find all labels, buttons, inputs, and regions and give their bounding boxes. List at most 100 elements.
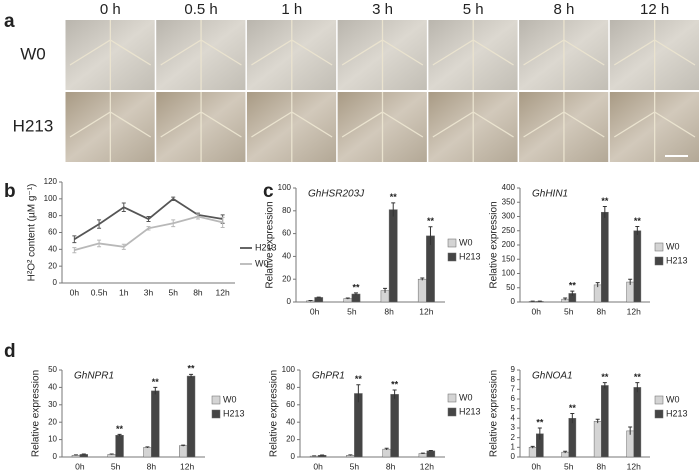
- y-tick-label: 250: [502, 226, 516, 235]
- y-tick-label: 0: [53, 278, 58, 287]
- error-bar: [595, 282, 600, 288]
- x-tick-label: 0.5h: [91, 287, 108, 297]
- error-bar: [537, 427, 542, 440]
- x-tick-label: 12h: [419, 306, 433, 316]
- legend-label: W0: [459, 237, 473, 247]
- bar: [626, 281, 634, 303]
- error-bar: [97, 219, 102, 229]
- error-bar: [602, 382, 607, 389]
- x-tick-label: 5h: [564, 461, 574, 471]
- bar: [79, 454, 88, 458]
- error-bar: [420, 277, 425, 281]
- error-bar: [146, 216, 151, 223]
- y-tick-label: 8: [511, 375, 516, 384]
- bar: [382, 448, 391, 458]
- y-tick-label: 40: [48, 383, 57, 392]
- chart-title: GhPR1: [312, 371, 345, 382]
- error-bar: [420, 452, 425, 454]
- x-tick-label: 5h: [168, 287, 178, 297]
- error-bar: [428, 449, 433, 452]
- bar: [390, 394, 399, 458]
- x-tick-label: 1h: [119, 287, 129, 297]
- leaf-vein: [251, 92, 333, 162]
- error-bar: [392, 389, 397, 399]
- y-tick-label: 100: [44, 194, 58, 203]
- error-bar: [117, 433, 122, 437]
- legend-swatch: [654, 395, 664, 405]
- legend-swatch: [447, 238, 457, 248]
- leaf-vein: [523, 20, 605, 90]
- leaf-vein: [251, 20, 333, 90]
- x-tick-label: 8h: [597, 306, 607, 316]
- chart-title: GhHIN1: [532, 189, 568, 200]
- x-tick-label: 12h: [420, 461, 434, 471]
- y-tick-label: 100: [278, 183, 292, 192]
- panel-label: a: [4, 11, 15, 32]
- significance-mark: **: [536, 417, 544, 427]
- x-tick-label: 8h: [147, 461, 157, 471]
- x-tick-label: 8h: [384, 306, 394, 316]
- y-tick-label: 3: [511, 423, 516, 432]
- error-bar: [384, 447, 389, 451]
- legend-swatch: [211, 395, 221, 405]
- column-label: 8 h: [553, 1, 574, 18]
- error-bar: [171, 196, 176, 202]
- significance-mark: **: [116, 424, 124, 434]
- error-bar: [563, 297, 568, 301]
- legend-label: W0: [666, 241, 680, 251]
- x-tick-label: 0h: [310, 306, 320, 316]
- error-bar: [595, 418, 600, 424]
- legend-label: H213: [666, 255, 688, 265]
- x-tick-label: 3h: [144, 287, 154, 297]
- error-bar: [602, 206, 607, 218]
- legend-swatch: [447, 252, 457, 262]
- bar: [143, 447, 152, 458]
- legend-swatch: [447, 393, 457, 403]
- y-tick-label: 80: [286, 383, 295, 392]
- leaf-vein: [69, 20, 152, 90]
- error-bar: [72, 235, 77, 244]
- y-tick-label: 40: [286, 417, 295, 426]
- leaf-vein: [160, 92, 242, 162]
- significance-mark: **: [569, 403, 577, 413]
- leaf-vein: [432, 20, 514, 90]
- legend-label: H213: [666, 408, 688, 418]
- y-tick-label: 50: [48, 365, 57, 374]
- leaf-vein: [160, 20, 242, 90]
- legend-label: W0: [666, 394, 680, 404]
- chart-title: GhNPR1: [74, 371, 114, 382]
- bar: [151, 390, 160, 458]
- significance-mark: **: [601, 196, 609, 206]
- bar: [107, 454, 116, 458]
- legend-label: H213: [459, 251, 481, 261]
- x-tick-label: 12h: [627, 306, 641, 316]
- significance-mark: **: [601, 372, 609, 382]
- error-bar: [153, 386, 158, 395]
- y-axis-label: Relative expression: [265, 201, 276, 288]
- column-label: 0 h: [100, 1, 121, 18]
- bar: [388, 209, 398, 303]
- column-label: 5 h: [463, 1, 484, 18]
- y-tick-label: 120: [44, 177, 58, 186]
- x-tick-label: 5h: [350, 461, 360, 471]
- bar: [186, 375, 196, 458]
- y-tick-label: 20: [48, 261, 57, 270]
- column-label: 0.5 h: [184, 1, 217, 18]
- bar: [417, 278, 427, 303]
- y-tick-label: 150: [502, 254, 516, 263]
- error-bar: [308, 300, 313, 302]
- y-axis-label: Relative expression: [489, 201, 500, 288]
- significance-mark: **: [352, 282, 360, 292]
- y-tick-label: 0: [291, 452, 296, 461]
- error-bar: [97, 239, 102, 248]
- error-bar: [570, 413, 575, 424]
- legend-label: W0: [459, 392, 473, 402]
- significance-mark: **: [152, 377, 160, 387]
- error-bar: [109, 453, 114, 455]
- y-tick-label: 7: [511, 384, 516, 393]
- error-bar: [428, 226, 433, 245]
- legend-label: W0: [223, 394, 237, 404]
- error-bar: [316, 296, 321, 298]
- y-tick-label: 2: [511, 433, 516, 442]
- y-tick-label: 20: [286, 435, 295, 444]
